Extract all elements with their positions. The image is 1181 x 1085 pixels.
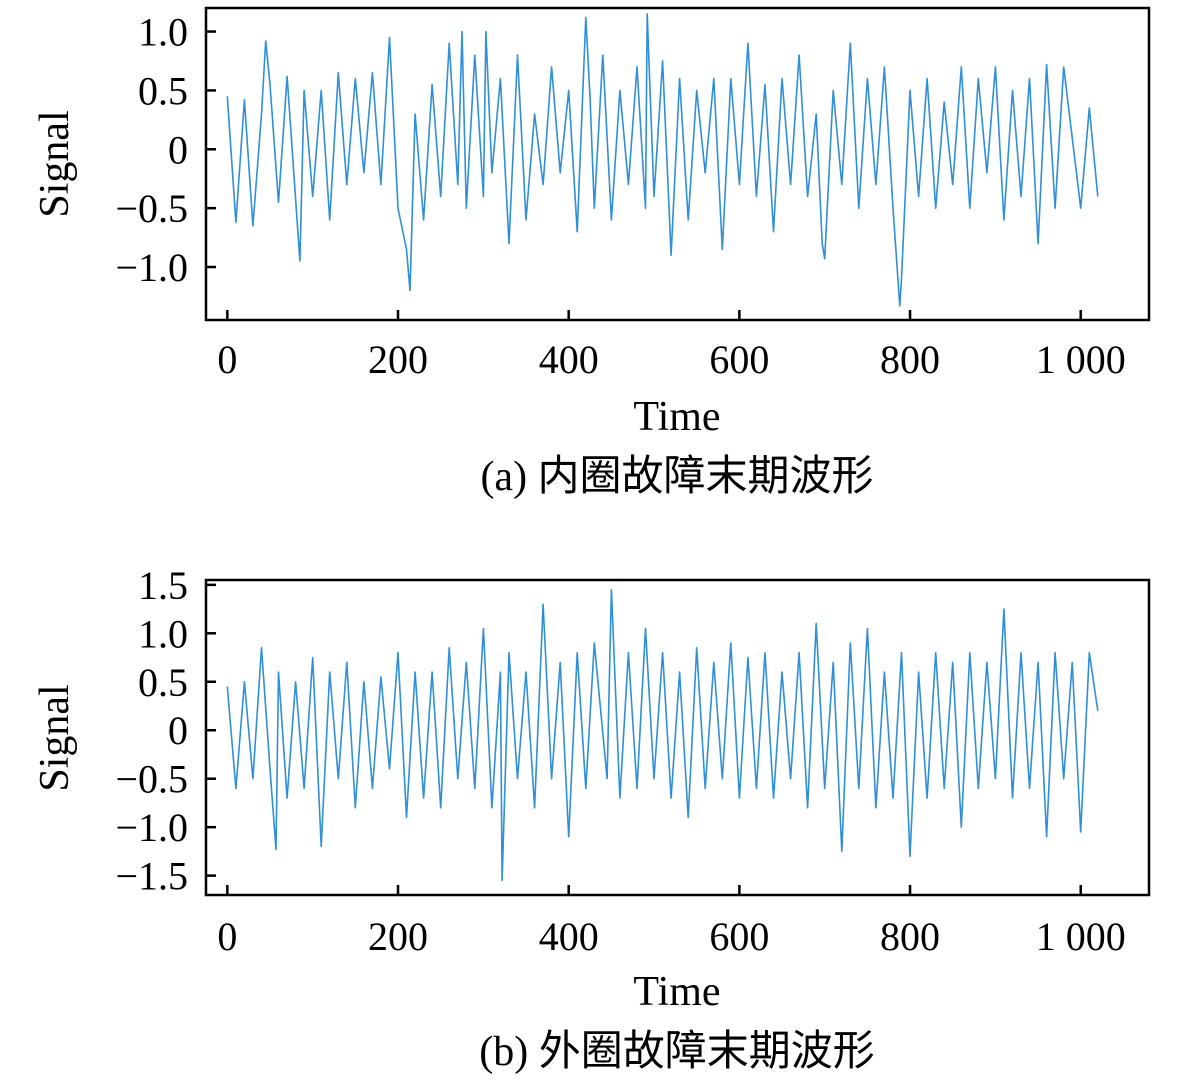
- chart-panel-a: 0 200 400 600 800 1 000 1.00.50−0.5−1.0 Time …: [32, 6, 1151, 500]
- x-tick-label: 600: [709, 914, 769, 959]
- x-axis-ticks: 0 200 400 600 800 1 000: [217, 310, 1126, 382]
- y-tick-label: 1.0: [138, 10, 188, 55]
- x-tick-label: 1 000: [1036, 337, 1126, 382]
- x-tick-label: 0: [217, 337, 237, 382]
- chart-panel-b: 0 200 400 600 800 1 000 1.51.00.50−0.5−1.0−1.…: [32, 563, 1151, 1075]
- signal-series-line: [226, 588, 1099, 882]
- x-tick-label: 800: [880, 914, 940, 959]
- chart-caption: (b) 外圈故障末期波形: [479, 1029, 874, 1075]
- y-tick-label: 1.5: [138, 563, 188, 608]
- plot-frame: [204, 578, 1151, 897]
- x-tick-label: 200: [368, 914, 428, 959]
- plot-frame: [204, 6, 1151, 322]
- y-axis-label: Signal: [32, 110, 78, 217]
- y-tick-label: −1.0: [115, 805, 188, 850]
- x-tick-label: 400: [539, 337, 599, 382]
- x-tick-label: 200: [368, 337, 428, 382]
- x-tick-label: 600: [709, 337, 769, 382]
- x-axis-ticks: 0 200 400 600 800 1 000: [217, 885, 1126, 959]
- y-tick-label: −1.5: [115, 854, 188, 899]
- y-tick-label: 0.5: [138, 68, 188, 113]
- y-axis-ticks: 1.51.00.50−0.5−1.0−1.5: [115, 563, 216, 899]
- x-tick-label: 1 000: [1036, 914, 1126, 959]
- y-axis-label: Signal: [32, 684, 78, 791]
- y-tick-label: 1.0: [138, 611, 188, 656]
- y-tick-label: −0.5: [115, 186, 188, 231]
- x-tick-label: 0: [217, 914, 237, 959]
- x-axis-label: Time: [633, 969, 720, 1015]
- chart-caption: (a) 内圈故障末期波形: [480, 454, 873, 500]
- x-tick-label: 400: [539, 914, 599, 959]
- y-tick-label: 0: [168, 127, 188, 172]
- x-axis-label: Time: [633, 394, 720, 440]
- signal-series-line: [226, 13, 1099, 307]
- y-tick-label: 0: [168, 708, 188, 753]
- y-tick-label: −0.5: [115, 757, 188, 802]
- y-tick-label: −1.0: [115, 245, 188, 290]
- x-tick-label: 800: [880, 337, 940, 382]
- y-tick-label: 0.5: [138, 660, 188, 705]
- y-axis-ticks: 1.0 0.5 0 −0.5 −1.0: [115, 10, 216, 290]
